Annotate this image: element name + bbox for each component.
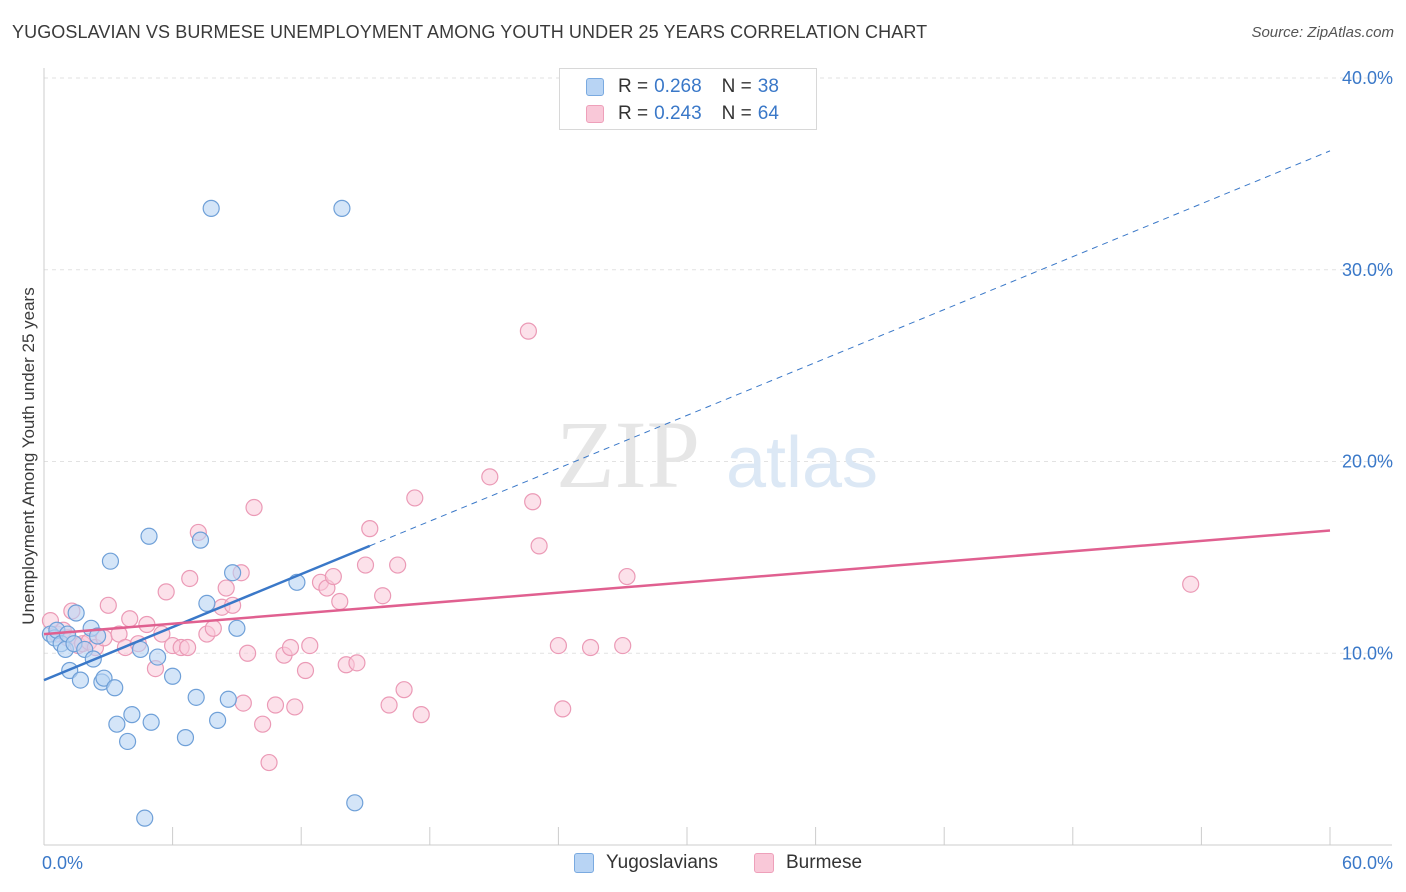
legend-r-value: 0.243 xyxy=(654,103,702,124)
yugoslavian-point xyxy=(191,531,210,549)
burmese-point xyxy=(179,638,197,657)
yugoslavian-point xyxy=(67,604,85,622)
yugoslavian-point xyxy=(228,619,246,637)
yugoslavian-point xyxy=(142,713,160,731)
legend-n-value: 38 xyxy=(757,76,779,97)
burmese-point xyxy=(245,498,263,517)
burmese-point xyxy=(301,636,319,655)
burmese-point xyxy=(239,644,257,662)
legend-n-value: 64 xyxy=(757,103,779,124)
legend-row-yugoslavians: R = 0.268 N = 38 xyxy=(586,75,779,99)
burmese-point xyxy=(412,706,430,724)
burmese-point xyxy=(361,520,379,538)
legend-n-label: N = xyxy=(721,76,752,97)
legend-swatch-yugoslavians xyxy=(586,78,604,96)
burmese-point xyxy=(554,700,572,718)
series-legend: Yugoslavians Burmese xyxy=(0,852,1406,878)
burmese-point xyxy=(99,596,117,614)
yugoslavian-point xyxy=(187,688,205,706)
yugoslavian-point xyxy=(148,648,167,666)
burmese-point xyxy=(157,583,175,601)
yugoslavian-point xyxy=(202,199,220,217)
burmese-point xyxy=(1182,575,1200,593)
legend-item-yugoslavians[interactable]: Yugoslavians xyxy=(574,852,718,874)
burmese-point xyxy=(481,468,499,486)
burmese-point xyxy=(217,579,235,597)
legend-r-label: R = xyxy=(618,76,649,97)
burmese-point xyxy=(331,592,349,611)
y-tick-label: 40.0% xyxy=(1342,68,1393,88)
x-tick-label: 60.0% xyxy=(1342,853,1393,873)
burmese-point xyxy=(348,654,366,672)
chart-title: YUGOSLAVIAN VS BURMESE UNEMPLOYMENT AMON… xyxy=(12,22,928,42)
burmese-point xyxy=(356,556,375,574)
yugoslavian-point xyxy=(118,732,137,751)
legend-r-value: 0.268 xyxy=(654,76,702,97)
x-tick-label: 0.0% xyxy=(42,853,83,873)
burmese-trend-line xyxy=(43,529,1331,636)
burmese-point xyxy=(530,537,548,555)
yugoslavian-point xyxy=(71,671,90,689)
yugoslavian-point xyxy=(164,667,182,685)
yugoslavians-trend-line xyxy=(43,544,371,682)
watermark-zip: ZIP xyxy=(556,401,700,508)
burmese-point xyxy=(549,636,568,655)
burmese-point xyxy=(395,681,413,699)
yugoslavian-point xyxy=(219,690,237,708)
burmese-point xyxy=(286,698,304,716)
burmese-point xyxy=(121,610,139,628)
legend-swatch-burmese xyxy=(586,105,604,123)
legend-n-label: N = xyxy=(721,103,752,124)
burmese-point xyxy=(406,489,424,507)
source-label: Source: ZipAtlas.com xyxy=(1251,24,1394,41)
yugoslavian-point xyxy=(123,706,141,724)
watermark-atlas: atlas xyxy=(726,423,878,503)
legend-item-burmese[interactable]: Burmese xyxy=(754,852,862,874)
stats-legend: R = 0.268 N = 38 R = 0.243 N = 64 xyxy=(559,68,817,130)
legend-label-burmese: Burmese xyxy=(786,852,863,873)
legend-row-burmese: R = 0.243 N = 64 xyxy=(586,102,779,126)
burmese-point xyxy=(618,567,636,586)
burmese-point xyxy=(324,567,342,586)
yugoslavian-point xyxy=(108,715,126,733)
burmese-point xyxy=(389,556,407,574)
yugoslavian-point xyxy=(176,729,195,747)
burmese-point xyxy=(519,322,537,340)
yugoslavian-point xyxy=(106,679,124,697)
legend-r-label: R = xyxy=(618,103,649,124)
burmese-point xyxy=(614,636,632,655)
yugoslavian-point xyxy=(209,711,227,729)
burmese-point xyxy=(296,661,315,680)
yugoslavian-point xyxy=(346,794,364,812)
yugoslavian-point xyxy=(224,564,242,582)
yugoslavian-point xyxy=(101,552,120,570)
yugoslavian-point xyxy=(136,809,154,827)
burmese-point xyxy=(266,696,285,714)
y-tick-label: 10.0% xyxy=(1342,643,1393,663)
burmese-point xyxy=(374,587,392,605)
burmese-point xyxy=(524,493,542,511)
burmese-point xyxy=(260,753,278,772)
burmese-point xyxy=(254,715,272,733)
y-tick-label: 20.0% xyxy=(1342,452,1393,472)
legend-label-yugoslavians: Yugoslavians xyxy=(606,852,718,873)
burmese-point xyxy=(234,694,252,712)
burmese-point xyxy=(281,638,300,657)
legend-swatch-burmese xyxy=(754,853,774,873)
burmese-point xyxy=(181,569,199,588)
legend-swatch-yugoslavians xyxy=(574,853,594,873)
burmese-point xyxy=(380,696,398,714)
yugoslavian-point xyxy=(198,594,216,612)
y-tick-label: 30.0% xyxy=(1342,260,1393,280)
burmese-point xyxy=(204,619,222,637)
yugoslavian-point xyxy=(333,199,351,217)
yugoslavian-point xyxy=(88,627,107,645)
yugoslavian-point xyxy=(95,669,113,687)
yugoslavian-point xyxy=(140,527,158,545)
burmese-point xyxy=(581,638,600,657)
yugoslavians-trend-extension xyxy=(369,150,1331,547)
